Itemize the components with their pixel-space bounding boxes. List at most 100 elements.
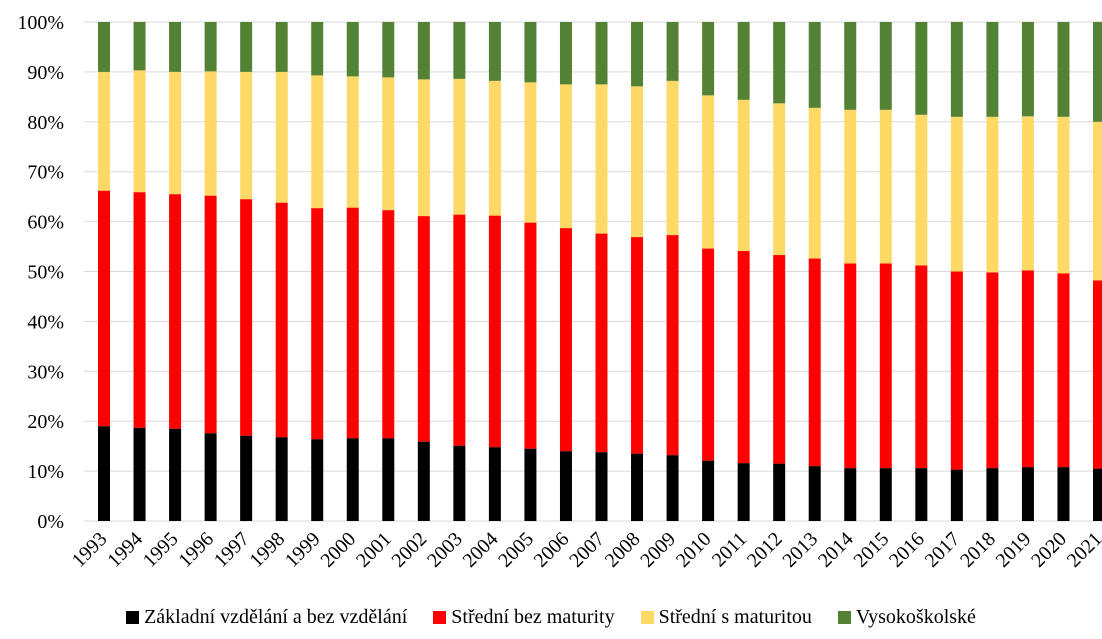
x-tick-label: 2018 xyxy=(956,528,1000,572)
bar-segment xyxy=(915,468,928,521)
bar-segment xyxy=(986,468,999,521)
legend-label-stredni-bez-maturity: Střední bez maturity xyxy=(451,606,615,628)
legend-label-zakladni: Základní vzdělání a bez vzdělání xyxy=(144,606,408,628)
x-tick-label: 2020 xyxy=(1027,528,1071,572)
bar-segment xyxy=(275,71,288,203)
bar-segment xyxy=(453,22,466,79)
bar-segment xyxy=(346,76,359,208)
bar-segment xyxy=(1093,280,1102,469)
bar-segment xyxy=(1021,467,1034,521)
bar-segment xyxy=(631,453,644,521)
bar-segment xyxy=(702,248,715,461)
legend: Základní vzdělání a bez vzdělání Střední… xyxy=(0,606,1102,629)
bar-segment xyxy=(98,22,110,72)
legend-label-vysokoskolske: Vysokoškolské xyxy=(855,606,976,628)
bar-segment xyxy=(417,79,430,217)
bar-segment xyxy=(453,78,466,215)
bar-segment xyxy=(524,22,537,83)
bar-segment xyxy=(950,22,963,117)
bar-segment xyxy=(950,469,963,521)
bar-segment xyxy=(559,84,572,229)
bar-segment xyxy=(773,103,786,256)
x-tick-label: 2000 xyxy=(316,528,360,572)
bar-segment xyxy=(808,22,821,108)
bar-segment xyxy=(275,22,288,72)
bar-segment xyxy=(773,22,786,104)
bar-segment xyxy=(346,438,359,521)
bar-segment xyxy=(169,428,182,521)
bar-segment xyxy=(524,448,537,521)
x-tick-label: 1999 xyxy=(281,528,325,572)
x-tick-label: 1995 xyxy=(139,528,183,572)
bar-segment xyxy=(702,22,715,96)
bar-segment xyxy=(737,463,750,521)
bar-segment xyxy=(488,215,501,448)
bar-segment xyxy=(311,22,324,76)
x-tick-label: 2016 xyxy=(885,528,929,572)
bar-segment xyxy=(311,75,324,209)
bar-segment xyxy=(559,451,572,521)
bar-segment xyxy=(524,222,537,449)
bar-segment xyxy=(986,22,999,117)
bar-segment xyxy=(240,199,253,436)
bar-segment xyxy=(382,210,395,439)
x-tick-label: 2003 xyxy=(423,528,467,572)
bar-segment xyxy=(346,207,359,439)
y-tick-label: 0% xyxy=(37,511,64,533)
y-tick-label: 60% xyxy=(27,212,64,234)
bar-segment xyxy=(98,426,110,521)
y-tick-label: 10% xyxy=(27,461,64,483)
legend-swatch-zakladni xyxy=(126,611,140,624)
bar-segment xyxy=(524,82,537,223)
legend-item-stredni-s-maturitou: Střední s maturitou xyxy=(640,606,812,629)
y-axis-labels: 0% 10% 20% 30% 40% 50% 60% 70% 80% 90% 100% xyxy=(17,12,64,533)
bar-segment xyxy=(204,433,217,521)
bar-segment xyxy=(169,22,182,72)
legend-item-zakladni: Základní vzdělání a bez vzdělání xyxy=(126,606,407,629)
legend-item-stredni-bez-maturity: Střední bez maturity xyxy=(433,606,615,629)
bar-segment xyxy=(595,452,608,521)
x-tick-label: 2009 xyxy=(636,528,680,572)
legend-swatch-vysokoskolske xyxy=(837,611,851,624)
bar-segment xyxy=(240,435,253,521)
bar-segment xyxy=(417,441,430,521)
x-tick-label: 1998 xyxy=(245,528,289,572)
stacked-bar-chart: 0%10%20%30%40%50%60%70%80%90%100% 199319… xyxy=(17,12,1102,572)
bar-segment xyxy=(915,22,928,115)
bar-segment xyxy=(559,228,572,452)
bar-segment xyxy=(986,272,999,469)
bar-segment xyxy=(98,71,110,191)
bar-segment xyxy=(702,460,715,521)
gridlines xyxy=(84,21,1102,522)
bar-segment xyxy=(453,214,466,446)
bar-segment xyxy=(1021,270,1034,468)
bar-segment xyxy=(915,114,928,266)
bar-segment xyxy=(1093,22,1102,122)
bar-segment xyxy=(773,255,786,464)
bar-segment xyxy=(879,263,892,469)
bar-segment xyxy=(631,86,644,238)
y-tick-label: 70% xyxy=(27,162,64,184)
bar-segment xyxy=(808,107,821,259)
legend-swatch-stredni-bez-maturity xyxy=(433,611,447,624)
x-tick-label: 2004 xyxy=(459,528,503,572)
bar-segment xyxy=(382,22,395,78)
bar-segment xyxy=(1093,468,1102,521)
bar-segment xyxy=(382,438,395,521)
bar-segment xyxy=(595,84,608,234)
bar-segment xyxy=(1057,467,1070,521)
bar-segment xyxy=(559,22,572,85)
bar-segment xyxy=(417,216,430,442)
x-tick-label: 2005 xyxy=(494,528,538,572)
bar-segment xyxy=(844,468,857,521)
bar-segment xyxy=(1021,116,1034,271)
legend-item-vysokoskolske: Vysokoškolské xyxy=(837,606,976,629)
y-tick-label: 90% xyxy=(27,62,64,84)
bar-segment xyxy=(488,22,501,81)
bar-segment xyxy=(595,22,608,85)
legend-swatch-stredni-s-maturitou xyxy=(640,611,654,624)
bar-segment xyxy=(346,22,359,77)
y-tick-label: 80% xyxy=(27,112,64,134)
x-tick-label: 2011 xyxy=(708,528,751,571)
bar-segment xyxy=(844,263,857,469)
